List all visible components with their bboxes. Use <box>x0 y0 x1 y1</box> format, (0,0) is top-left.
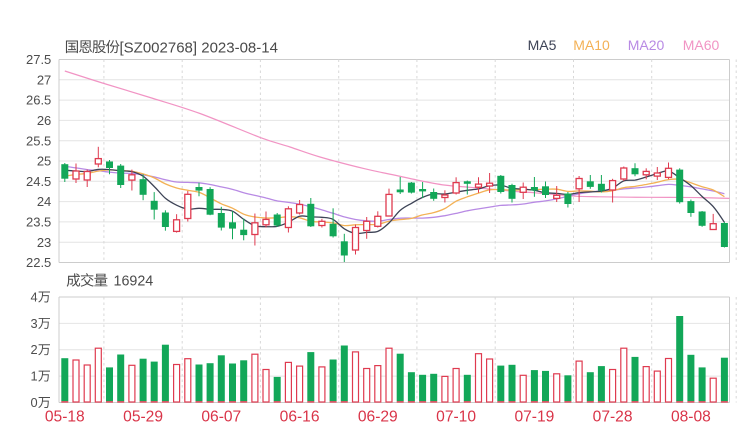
svg-text:27.5: 27.5 <box>26 52 51 67</box>
svg-text:25: 25 <box>37 154 51 169</box>
svg-text:3: 3 <box>30 316 37 331</box>
svg-text:23.5: 23.5 <box>26 215 51 230</box>
svg-text:MA5: MA5 <box>528 37 557 53</box>
svg-text:07-10: 07-10 <box>436 409 476 426</box>
svg-text:06-16: 06-16 <box>280 409 320 426</box>
svg-text:27: 27 <box>37 72 51 87</box>
svg-text:07-19: 07-19 <box>514 409 554 426</box>
svg-text:24.5: 24.5 <box>26 174 51 189</box>
svg-text:08-08: 08-08 <box>671 409 711 426</box>
svg-text:[SZ002768] 2023-08-14: [SZ002768] 2023-08-14 <box>120 40 278 57</box>
svg-text:2: 2 <box>30 342 37 357</box>
svg-text:06-29: 06-29 <box>358 409 398 426</box>
svg-text:05-29: 05-29 <box>123 409 163 426</box>
svg-text:26.5: 26.5 <box>26 93 51 108</box>
svg-text:06-07: 06-07 <box>201 409 241 426</box>
svg-text:22.5: 22.5 <box>26 255 51 270</box>
svg-text:24: 24 <box>37 194 51 209</box>
svg-text:05-18: 05-18 <box>45 409 85 426</box>
svg-text:0: 0 <box>30 395 37 410</box>
svg-text:07-28: 07-28 <box>593 409 633 426</box>
svg-text:MA60: MA60 <box>683 37 720 53</box>
svg-text:MA20: MA20 <box>628 37 665 53</box>
svg-text:16924: 16924 <box>114 274 154 290</box>
svg-text:25.5: 25.5 <box>26 133 51 148</box>
svg-text:26: 26 <box>37 113 51 128</box>
svg-text:1: 1 <box>30 369 37 384</box>
svg-text:4: 4 <box>30 290 37 305</box>
svg-text:MA10: MA10 <box>573 37 610 53</box>
svg-text:23: 23 <box>37 235 51 250</box>
